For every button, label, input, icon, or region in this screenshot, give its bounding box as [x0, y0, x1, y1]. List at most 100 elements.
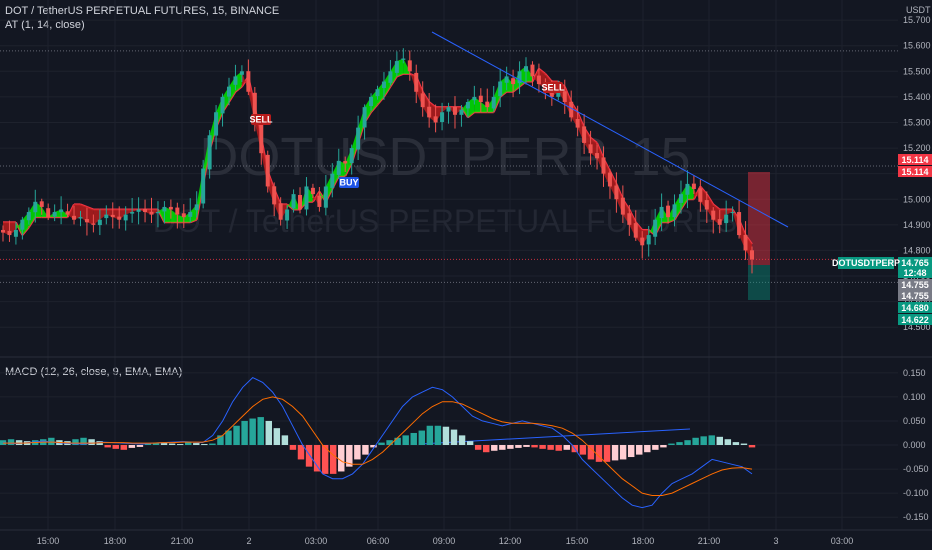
price-tag-text: 14.765 [901, 258, 929, 268]
candle-body [330, 173, 335, 188]
price-tick: 15.500 [903, 66, 931, 76]
candle-body [343, 161, 348, 164]
time-tick: 2 [246, 536, 251, 546]
time-tick: 03:00 [831, 536, 854, 546]
macd-histogram-bar [418, 430, 426, 445]
candle-body [226, 86, 231, 97]
candle-body [162, 206, 167, 212]
candle-body [672, 204, 677, 218]
macd-histogram-bar [676, 442, 683, 445]
macd-histogram-bar [636, 445, 643, 455]
macd-histogram-bar [209, 443, 216, 445]
candle-body [362, 107, 367, 128]
macd-histogram-bar [136, 445, 144, 447]
price-tag [898, 257, 932, 268]
macd-histogram-bar [595, 445, 603, 462]
macd-histogram-bar [217, 435, 224, 445]
candle-body [110, 214, 115, 218]
candle-body [356, 127, 361, 150]
candle-body [59, 209, 64, 213]
indicator-label[interactable]: AT (1, 14, close) [5, 19, 85, 31]
time-tick: 18:00 [104, 536, 127, 546]
time-tick: 21:00 [171, 536, 194, 546]
time-tick: 06:00 [367, 536, 390, 546]
candle-body [433, 116, 438, 123]
buy-signal [339, 177, 359, 188]
macd-tick: -0.100 [903, 488, 929, 498]
macd-tick: -0.050 [903, 464, 929, 474]
candle-body [743, 234, 748, 251]
macd-histogram-bar [305, 445, 313, 467]
candle-body [7, 230, 12, 236]
candle-body [13, 229, 18, 237]
macd-histogram-bar [15, 440, 23, 445]
macd-histogram-bar [257, 417, 264, 445]
candle-body [65, 211, 70, 215]
candle-body [666, 205, 671, 218]
candle-body [394, 61, 399, 73]
candle-body [207, 135, 212, 170]
macd-histogram-bar [660, 445, 667, 448]
macd-histogram-bar [563, 445, 570, 450]
trail-fill [480, 102, 488, 113]
candle-body [407, 60, 412, 72]
candle-body [556, 91, 561, 97]
price-tick: 15.600 [903, 41, 931, 51]
price-tag [898, 290, 932, 301]
macd-histogram-bar [523, 445, 530, 447]
candle-body [175, 207, 180, 215]
candle-body [511, 78, 516, 85]
price-tag [898, 302, 932, 313]
candle-body [595, 153, 600, 159]
candle-body [84, 219, 89, 223]
macd-histogram-bar [716, 436, 724, 445]
macd-histogram-bar [152, 442, 160, 445]
candle-body [472, 96, 477, 101]
candle-body [97, 219, 102, 226]
price-tag-text: 14.755 [901, 291, 929, 301]
price-tag-text: 14.622 [901, 315, 929, 325]
candle-body [620, 197, 625, 215]
buy-signal-text: BUY [339, 178, 358, 188]
symbol-tag [838, 257, 894, 269]
price-tag [898, 279, 932, 290]
candle-body [524, 66, 529, 72]
macd-histogram-bar [547, 445, 554, 450]
macd-histogram-bar [611, 445, 619, 461]
trail-fill [132, 209, 139, 213]
time-axis: 15:00 18:00 21:00 2 03:00 06:00 09:00 12:00 15:0… [37, 536, 854, 546]
candle-body [685, 183, 690, 195]
price-tag-text: 14.680 [901, 303, 929, 313]
price-tick: 15.000 [903, 194, 931, 204]
candle-body [194, 204, 199, 211]
macd-label[interactable]: MACD (12, 26, close, 9, EMA, EMA) [5, 366, 183, 378]
candle-body [233, 76, 238, 85]
candle-body [239, 71, 244, 75]
candle-body [678, 194, 683, 203]
price-tick: 14.900 [903, 220, 931, 230]
macd-pane [0, 376, 756, 509]
price-tick: 15.200 [903, 143, 931, 153]
macd-histogram-bar [241, 420, 248, 445]
chart-title: DOT / TetherUS PERPETUAL FUTURES, 15, BI… [5, 5, 280, 17]
trail-fill [170, 209, 178, 223]
macd-histogram-bar [732, 442, 740, 445]
candle-body [562, 91, 567, 103]
macd-histogram-bar [362, 445, 369, 455]
short-position-tool [748, 172, 770, 300]
macd-histogram-bar [370, 445, 377, 448]
candle-body [633, 223, 638, 238]
candle-body [298, 194, 303, 210]
candle-body [143, 208, 148, 213]
trail-fill [177, 214, 184, 223]
candle-body [459, 109, 464, 115]
price-tag [898, 154, 932, 165]
candle-body [336, 160, 341, 175]
macd-histogram-bar [603, 445, 611, 462]
candle-body [375, 89, 380, 97]
sell-signal-2-text: SELL [541, 83, 565, 93]
macd-histogram-bar [619, 445, 627, 460]
trail-fill [125, 209, 133, 215]
